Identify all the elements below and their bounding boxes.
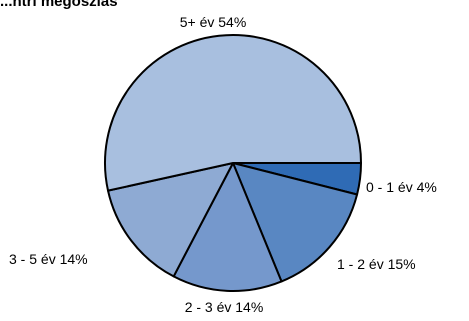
slice-label-0: 0 - 1 év 4% [366, 179, 437, 195]
pie-slice-1 [232, 162, 359, 283]
pie-slice-3 [107, 162, 234, 278]
slice-label-2: 2 - 3 év 14% [185, 299, 264, 315]
chart-title: ...ntri megoszlás [0, 0, 118, 10]
pie-labels: 0 - 1 év 4% 1 - 2 év 15% 2 - 3 év 14% 3 - 5… [9, 14, 437, 315]
slice-label-3: 3 - 5 év 14% [9, 251, 88, 267]
pie-slice-2 [172, 162, 283, 292]
pie-slices [104, 34, 362, 292]
slice-label-1: 1 - 2 év 15% [337, 256, 416, 272]
slice-label-4: 5+ év 54% [180, 14, 247, 30]
pie-slice-4 [104, 34, 362, 192]
